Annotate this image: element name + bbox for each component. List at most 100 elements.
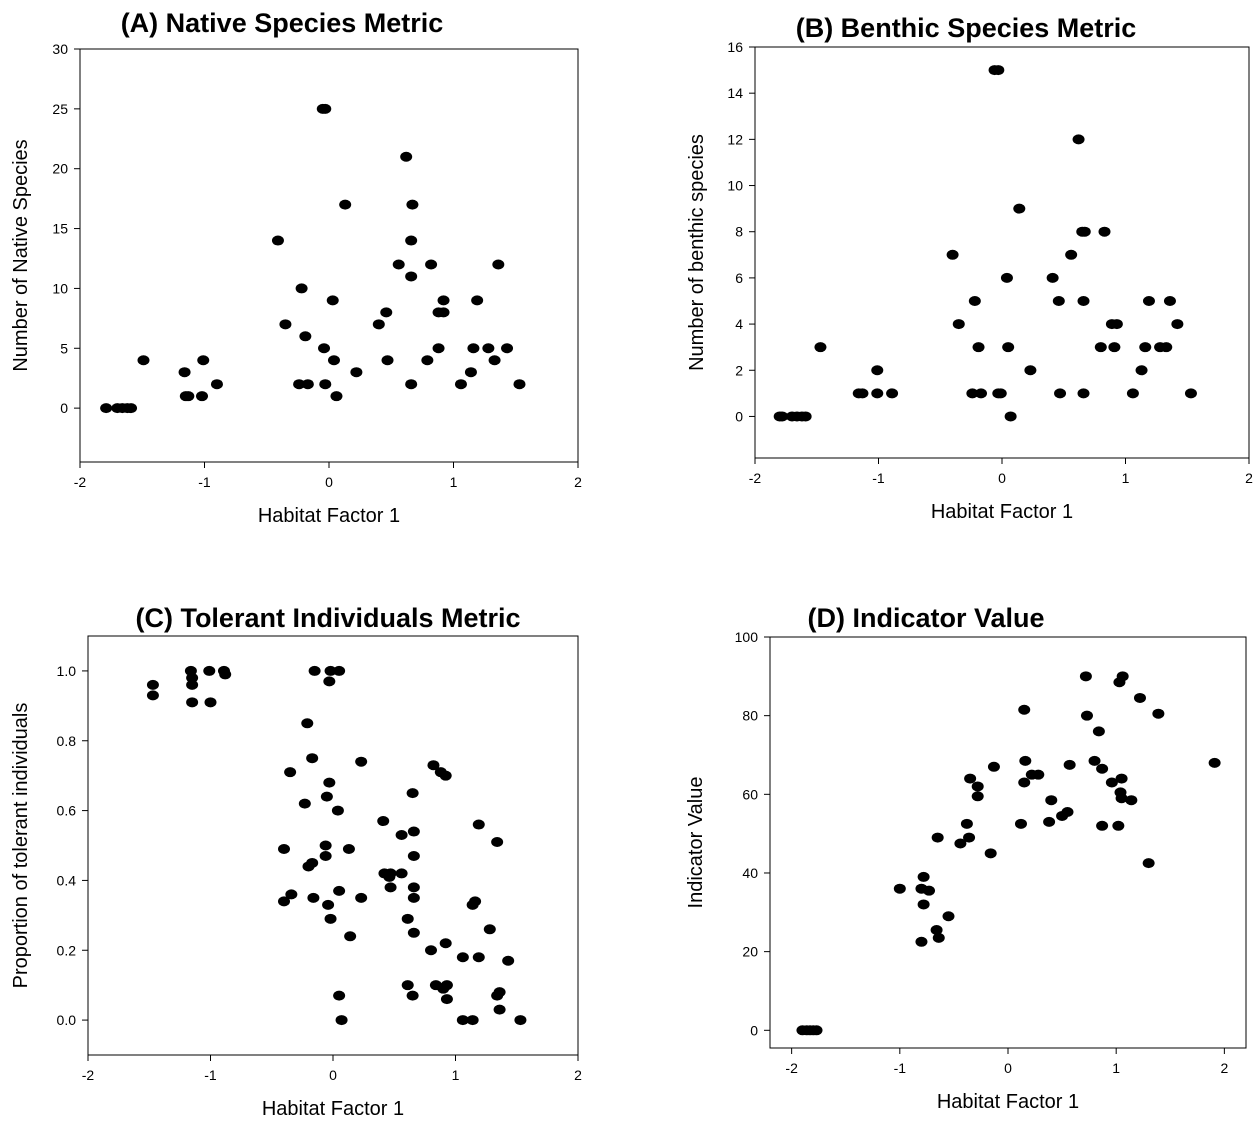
data-point bbox=[125, 403, 138, 414]
data-point bbox=[437, 295, 450, 306]
data-point bbox=[467, 343, 480, 354]
data-point bbox=[182, 391, 195, 402]
x-tick-label: -2 bbox=[749, 470, 762, 486]
data-point bbox=[483, 924, 496, 935]
data-point bbox=[971, 791, 984, 802]
data-point bbox=[425, 945, 437, 956]
data-point bbox=[454, 379, 467, 390]
data-point bbox=[350, 367, 363, 378]
data-point bbox=[439, 938, 452, 949]
data-point bbox=[186, 697, 199, 708]
y-axis-label: Proportion of tolerant individuals bbox=[10, 703, 32, 989]
data-point bbox=[1184, 388, 1197, 399]
y-tick-label: 0.6 bbox=[57, 803, 77, 819]
y-tick-label: 20 bbox=[52, 161, 68, 177]
data-point bbox=[401, 913, 414, 924]
chart-title: (B) Benthic Species Metric bbox=[796, 13, 1137, 43]
data-point bbox=[1108, 342, 1121, 353]
data-point bbox=[1110, 319, 1123, 330]
data-point bbox=[456, 952, 469, 963]
x-tick-label: 0 bbox=[998, 470, 1006, 486]
chart-0: (A) Native Species Metric-2 -1 0 1 205101520… bbox=[10, 8, 582, 527]
data-point bbox=[493, 987, 506, 998]
data-point bbox=[1088, 755, 1101, 766]
data-point bbox=[915, 936, 928, 947]
y-axis-label: Number of Native Species bbox=[10, 139, 32, 371]
data-point bbox=[380, 307, 393, 318]
data-point bbox=[333, 990, 346, 1001]
data-point bbox=[1125, 795, 1138, 806]
data-point bbox=[1208, 757, 1221, 768]
data-point bbox=[298, 798, 311, 809]
data-point bbox=[295, 283, 308, 294]
data-point bbox=[1024, 365, 1037, 376]
data-point bbox=[932, 932, 945, 943]
data-point bbox=[1014, 818, 1027, 829]
data-point bbox=[203, 665, 216, 676]
data-point bbox=[407, 882, 420, 893]
data-point bbox=[1139, 342, 1152, 353]
y-tick-label: 0.2 bbox=[57, 942, 77, 958]
data-point bbox=[482, 343, 495, 354]
data-point bbox=[284, 767, 297, 778]
x-tick-label: 0 bbox=[325, 474, 333, 490]
data-point bbox=[395, 830, 408, 841]
y-axis-label: Number of benthic species bbox=[686, 134, 708, 371]
data-point bbox=[279, 319, 292, 330]
data-point bbox=[893, 883, 906, 894]
y-tick-label: 0.0 bbox=[57, 1012, 77, 1028]
data-point bbox=[931, 832, 944, 843]
y-tick-label: 100 bbox=[735, 629, 759, 645]
data-point bbox=[1135, 365, 1148, 376]
data-point bbox=[1077, 295, 1090, 306]
data-point bbox=[992, 65, 1005, 76]
data-point bbox=[178, 367, 191, 378]
x-tick-label: -2 bbox=[74, 474, 87, 490]
data-point bbox=[293, 379, 306, 390]
y-tick-label: 2 bbox=[735, 362, 743, 378]
x-tick-label: 0 bbox=[329, 1067, 337, 1083]
data-point bbox=[278, 843, 290, 854]
data-point bbox=[856, 388, 869, 399]
data-point bbox=[319, 840, 332, 851]
data-point bbox=[333, 885, 346, 896]
x-tick-label: 2 bbox=[1245, 470, 1253, 486]
data-point bbox=[301, 718, 314, 729]
y-tick-label: 0 bbox=[735, 408, 743, 424]
data-point bbox=[440, 994, 453, 1005]
x-axis-label: Habitat Factor 1 bbox=[937, 1091, 1079, 1113]
chart-title: (C) Tolerant Individuals Metric bbox=[135, 603, 520, 633]
data-point bbox=[1115, 793, 1128, 804]
data-point bbox=[776, 411, 789, 422]
data-point bbox=[407, 927, 420, 938]
y-tick-label: 0.4 bbox=[57, 872, 77, 888]
y-tick-label: 8 bbox=[735, 224, 743, 240]
data-point bbox=[810, 1025, 823, 1036]
data-point bbox=[1116, 671, 1129, 682]
data-point bbox=[954, 838, 967, 849]
data-point bbox=[1115, 773, 1128, 784]
data-point bbox=[405, 271, 418, 282]
data-point bbox=[395, 868, 408, 879]
data-point bbox=[384, 868, 397, 879]
data-point bbox=[355, 892, 368, 903]
chart-1: (B) Benthic Species Metric-2 -1 0 1 20246810… bbox=[686, 13, 1253, 523]
data-point bbox=[814, 342, 827, 353]
data-point bbox=[421, 355, 434, 366]
data-point bbox=[964, 773, 977, 784]
x-tick-label: -2 bbox=[785, 1060, 798, 1076]
data-point bbox=[1094, 342, 1107, 353]
data-point bbox=[384, 882, 397, 893]
data-point bbox=[1072, 134, 1085, 145]
data-point bbox=[219, 669, 232, 680]
data-point bbox=[322, 899, 335, 910]
data-point bbox=[400, 151, 413, 162]
y-tick-label: 20 bbox=[742, 944, 758, 960]
data-point bbox=[971, 781, 984, 792]
data-point bbox=[1065, 249, 1078, 260]
y-tick-label: 5 bbox=[60, 340, 68, 356]
y-axis-label: Indicator Value bbox=[685, 777, 707, 909]
data-point bbox=[466, 1015, 479, 1026]
data-point bbox=[488, 355, 501, 366]
